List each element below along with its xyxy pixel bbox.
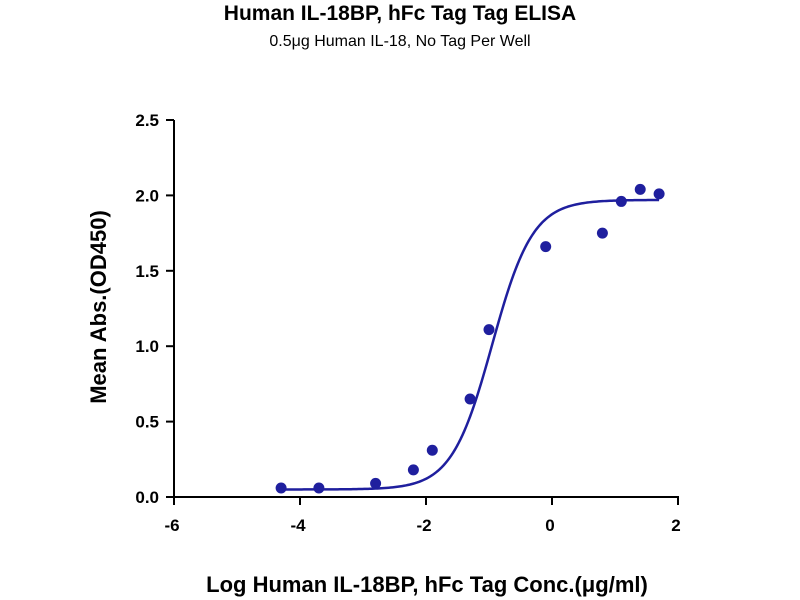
fit-curve	[281, 198, 660, 491]
x-axis-label: Log Human IL-18BP, hFc Tag Conc.(μg/ml)	[206, 572, 648, 597]
data-point	[653, 188, 665, 200]
y-tick-label: 2.0	[135, 186, 159, 205]
data-point	[634, 183, 646, 195]
x-tick-label: 2	[671, 516, 680, 535]
data-point	[615, 195, 627, 207]
data-points	[275, 183, 665, 494]
data-point	[313, 482, 325, 494]
y-tick-label: 0.5	[135, 413, 159, 432]
chart-title: Human IL-18BP, hFc Tag Tag ELISA	[223, 2, 577, 25]
axes: -6 -4 -2 0 2 0.0 0.5 1.0 1.5 2.0 2.5	[135, 111, 680, 535]
x-tick-label: 0	[545, 516, 554, 535]
data-point	[426, 444, 438, 456]
data-point	[407, 464, 419, 476]
y-tick-label: 1.5	[135, 262, 159, 281]
data-point	[275, 482, 287, 494]
data-point	[483, 324, 495, 336]
y-tick-label: 1.0	[135, 337, 159, 356]
data-point	[370, 477, 382, 489]
x-tick-label: -2	[416, 516, 431, 535]
fit-curve-layer	[281, 198, 660, 491]
chart-subtitle: 0.5μg Human IL-18, No Tag Per Well	[269, 33, 531, 50]
data-point	[596, 227, 608, 239]
y-tick-label: 0.0	[135, 488, 159, 507]
data-point	[464, 393, 476, 405]
y-axis-label: Mean Abs.(OD450)	[86, 210, 111, 404]
y-tick-label: 2.5	[135, 111, 159, 130]
x-tick-label: -4	[290, 516, 306, 535]
data-point	[540, 241, 552, 253]
x-tick-label: -6	[164, 516, 179, 535]
